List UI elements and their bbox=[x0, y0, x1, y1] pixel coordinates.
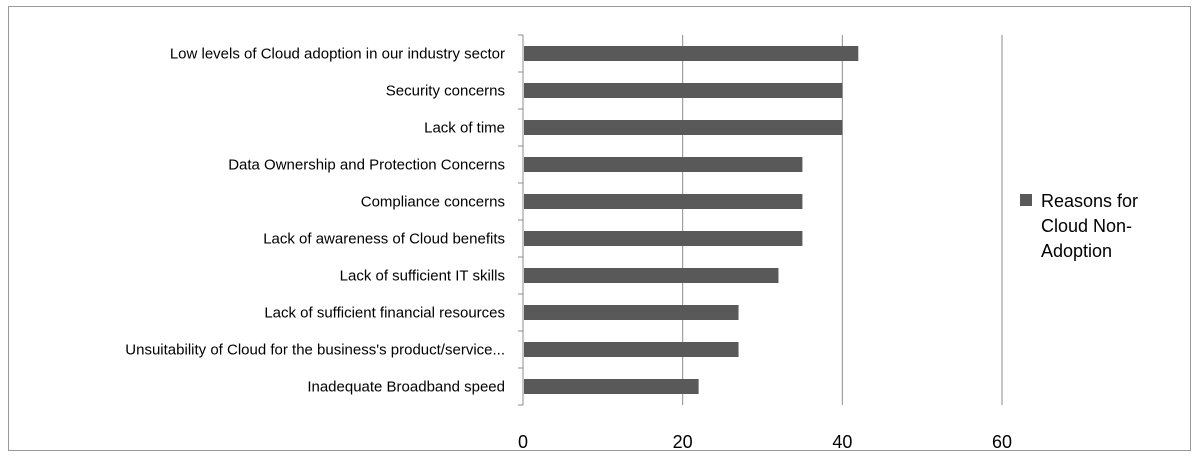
legend-label-line-1: Reasons for bbox=[1041, 191, 1138, 211]
category-label-4: Data Ownership and Protection Concerns bbox=[228, 157, 505, 174]
x-tick-label-0: 0 bbox=[518, 432, 528, 452]
x-tick-label-20: 20 bbox=[673, 432, 693, 452]
legend-label-line-3: Adoption bbox=[1041, 241, 1112, 261]
category-label-5: Compliance concerns bbox=[361, 194, 505, 211]
bar-5 bbox=[524, 194, 803, 209]
category-label-8: Lack of sufficient financial resources bbox=[264, 305, 505, 322]
legend-label-line-2: Cloud Non- bbox=[1041, 216, 1132, 236]
category-label-6: Lack of awareness of Cloud benefits bbox=[263, 231, 505, 248]
category-label-1: Low levels of Cloud adoption in our indu… bbox=[170, 46, 505, 63]
bar-8 bbox=[524, 305, 739, 320]
category-label-2: Security concerns bbox=[386, 83, 505, 100]
bar-3 bbox=[524, 120, 843, 135]
x-tick-label-40: 40 bbox=[832, 432, 852, 452]
category-label-10: Inadequate Broadband speed bbox=[307, 379, 505, 396]
category-label-7: Lack of sufficient IT skills bbox=[340, 268, 505, 285]
category-label-3: Lack of time bbox=[424, 120, 505, 137]
bar-2 bbox=[524, 83, 843, 98]
x-tick-labels: 0 20 40 60 bbox=[518, 432, 1012, 452]
bar-6 bbox=[524, 231, 803, 246]
bar-1 bbox=[524, 46, 859, 61]
chart-frame bbox=[8, 6, 1191, 451]
x-tick-label-60: 60 bbox=[992, 432, 1012, 452]
bars bbox=[524, 46, 859, 394]
category-label-9: Unsuitability of Cloud for the business'… bbox=[125, 342, 505, 359]
legend-swatch bbox=[1020, 194, 1032, 206]
bar-4 bbox=[524, 157, 803, 172]
legend: Reasons for Cloud Non- Adoption bbox=[1020, 191, 1138, 261]
bar-7 bbox=[524, 268, 779, 283]
bar-9 bbox=[524, 342, 739, 357]
bar-10 bbox=[524, 379, 699, 394]
category-labels: Low levels of Cloud adoption in our indu… bbox=[125, 46, 505, 396]
